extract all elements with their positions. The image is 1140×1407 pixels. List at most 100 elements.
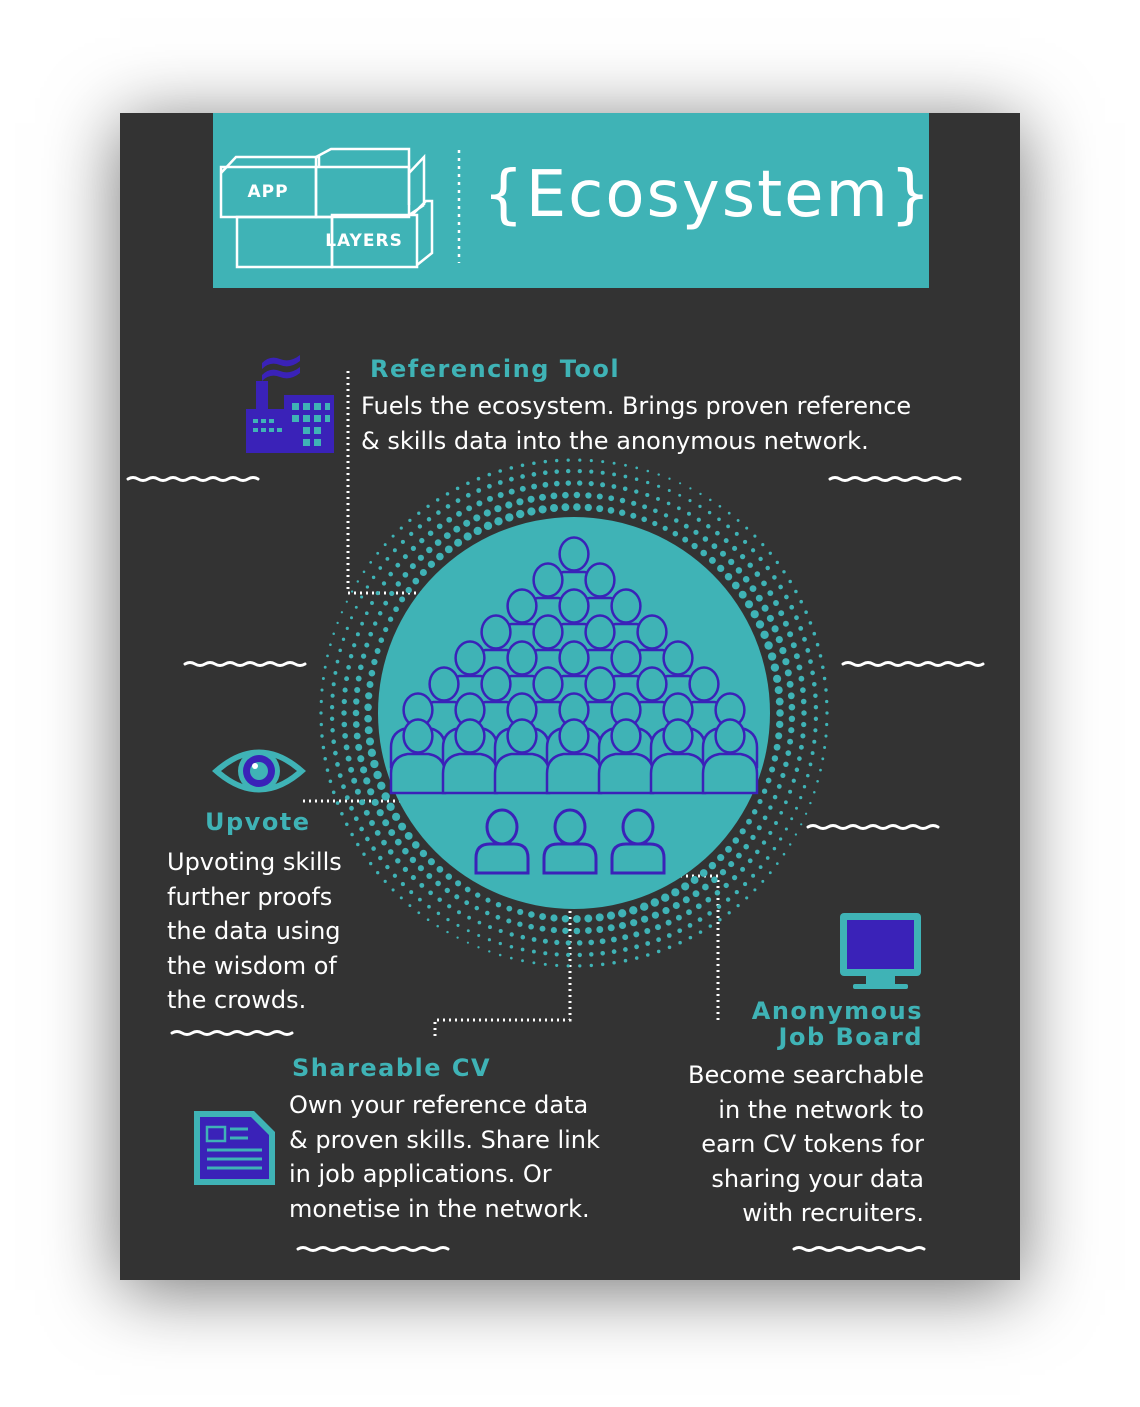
- halo-dot: [467, 915, 471, 920]
- halo-dot: [516, 498, 524, 506]
- halo-dot: [573, 491, 581, 499]
- halo-dot: [383, 543, 387, 547]
- text-line: Upvoting skills: [167, 848, 342, 876]
- halo-dot: [668, 477, 671, 480]
- halo-dot: [477, 946, 480, 949]
- halo-dot: [527, 495, 535, 503]
- halo-dot: [408, 518, 412, 523]
- halo-dot: [692, 890, 700, 898]
- halo-dot: [383, 600, 389, 606]
- halo-dot: [736, 903, 740, 908]
- halo-dot: [553, 480, 560, 487]
- halo-dot: [566, 952, 571, 958]
- halo-dot: [360, 653, 367, 659]
- halo-dot: [794, 767, 800, 773]
- halo-dot: [454, 894, 460, 900]
- halo-dot: [782, 570, 786, 574]
- halo-dot: [789, 604, 795, 610]
- halo-dot: [708, 556, 716, 564]
- halo-dot: [787, 738, 794, 745]
- halo-dot: [487, 495, 493, 502]
- halo-dot: [824, 688, 828, 692]
- halo-dot: [447, 904, 452, 909]
- halo-dot: [610, 936, 617, 943]
- halo-dot: [758, 865, 763, 870]
- halo-dot: [656, 949, 661, 954]
- halo-dot: [699, 869, 708, 877]
- wavy-line: [806, 824, 940, 830]
- text-line: the crowds.: [167, 986, 307, 1014]
- halo-dot: [323, 757, 327, 761]
- halo-dot: [488, 950, 491, 953]
- halo-dot: [345, 600, 348, 603]
- halo-dot: [634, 944, 639, 950]
- halo-dot: [506, 918, 512, 924]
- text-line: the data using: [167, 917, 341, 945]
- halo-dot: [520, 474, 525, 479]
- halo-dot: [607, 924, 615, 932]
- wavy-line: [792, 1246, 926, 1252]
- halo-dot: [367, 748, 377, 757]
- halo-dot: [495, 901, 502, 908]
- halo-dot: [786, 680, 794, 688]
- halo-dot: [747, 562, 753, 568]
- halo-dot: [651, 911, 660, 919]
- halo-dot: [446, 917, 450, 922]
- halo-dot: [778, 837, 783, 841]
- halo-dot: [646, 469, 650, 473]
- halo-dot: [343, 744, 350, 751]
- halo-dot: [445, 504, 451, 509]
- halo-dot: [608, 495, 615, 502]
- halo-dot: [566, 468, 571, 474]
- halo-dot: [427, 904, 431, 909]
- connector-shareable: [433, 881, 572, 1038]
- halo-dot: [728, 558, 735, 566]
- halo-dot: [494, 517, 503, 526]
- halo-dot: [399, 526, 403, 530]
- halo-dot: [370, 601, 374, 605]
- halo-dot: [444, 887, 450, 894]
- halo-dot: [768, 830, 773, 835]
- halo-dot: [342, 733, 348, 739]
- halo-dot: [719, 869, 727, 876]
- app-layers-logo: APP LAYERS: [219, 147, 461, 269]
- halo-dot: [601, 460, 605, 464]
- halo-dot: [554, 952, 559, 957]
- halo-dot: [335, 659, 340, 664]
- halo-dot: [775, 862, 779, 865]
- halo-dot: [349, 805, 354, 811]
- halo-dot: [812, 739, 817, 744]
- halo-dot: [360, 621, 364, 626]
- halo-dot: [665, 919, 672, 926]
- halo-dot: [619, 509, 626, 516]
- halo-dot: [497, 492, 504, 498]
- halo-dot: [345, 755, 352, 762]
- text-line: Fuels the ecosystem. Brings proven refer…: [361, 392, 912, 420]
- wavy-line: [170, 1030, 294, 1036]
- halo-dot: [765, 777, 772, 784]
- halo-dot: [708, 924, 713, 928]
- halo-dot: [755, 849, 760, 855]
- halo-dot: [402, 554, 408, 560]
- halo-dot: [330, 693, 335, 698]
- halo-dot: [371, 846, 376, 851]
- halo-dot: [770, 663, 780, 672]
- halo-dot: [825, 722, 829, 727]
- halo-dot: [775, 732, 783, 740]
- halo-dot: [378, 637, 385, 643]
- halo-dot: [677, 928, 683, 934]
- halo-dot: [328, 779, 333, 784]
- halo-dot: [767, 652, 777, 661]
- halo-dot: [798, 675, 805, 682]
- halo-dot: [726, 524, 731, 529]
- text-line: Become searchable: [688, 1061, 924, 1089]
- halo-dot: [641, 516, 648, 523]
- shareable-cv-description: Own your reference data & proven skills.…: [289, 1088, 600, 1226]
- halo-dot: [345, 626, 349, 630]
- halo-dot: [775, 560, 779, 565]
- halo-dot: [363, 777, 371, 785]
- halo-dot: [600, 482, 606, 488]
- halo-dot: [364, 726, 373, 735]
- halo-dot: [352, 709, 360, 717]
- halo-dot: [596, 926, 604, 933]
